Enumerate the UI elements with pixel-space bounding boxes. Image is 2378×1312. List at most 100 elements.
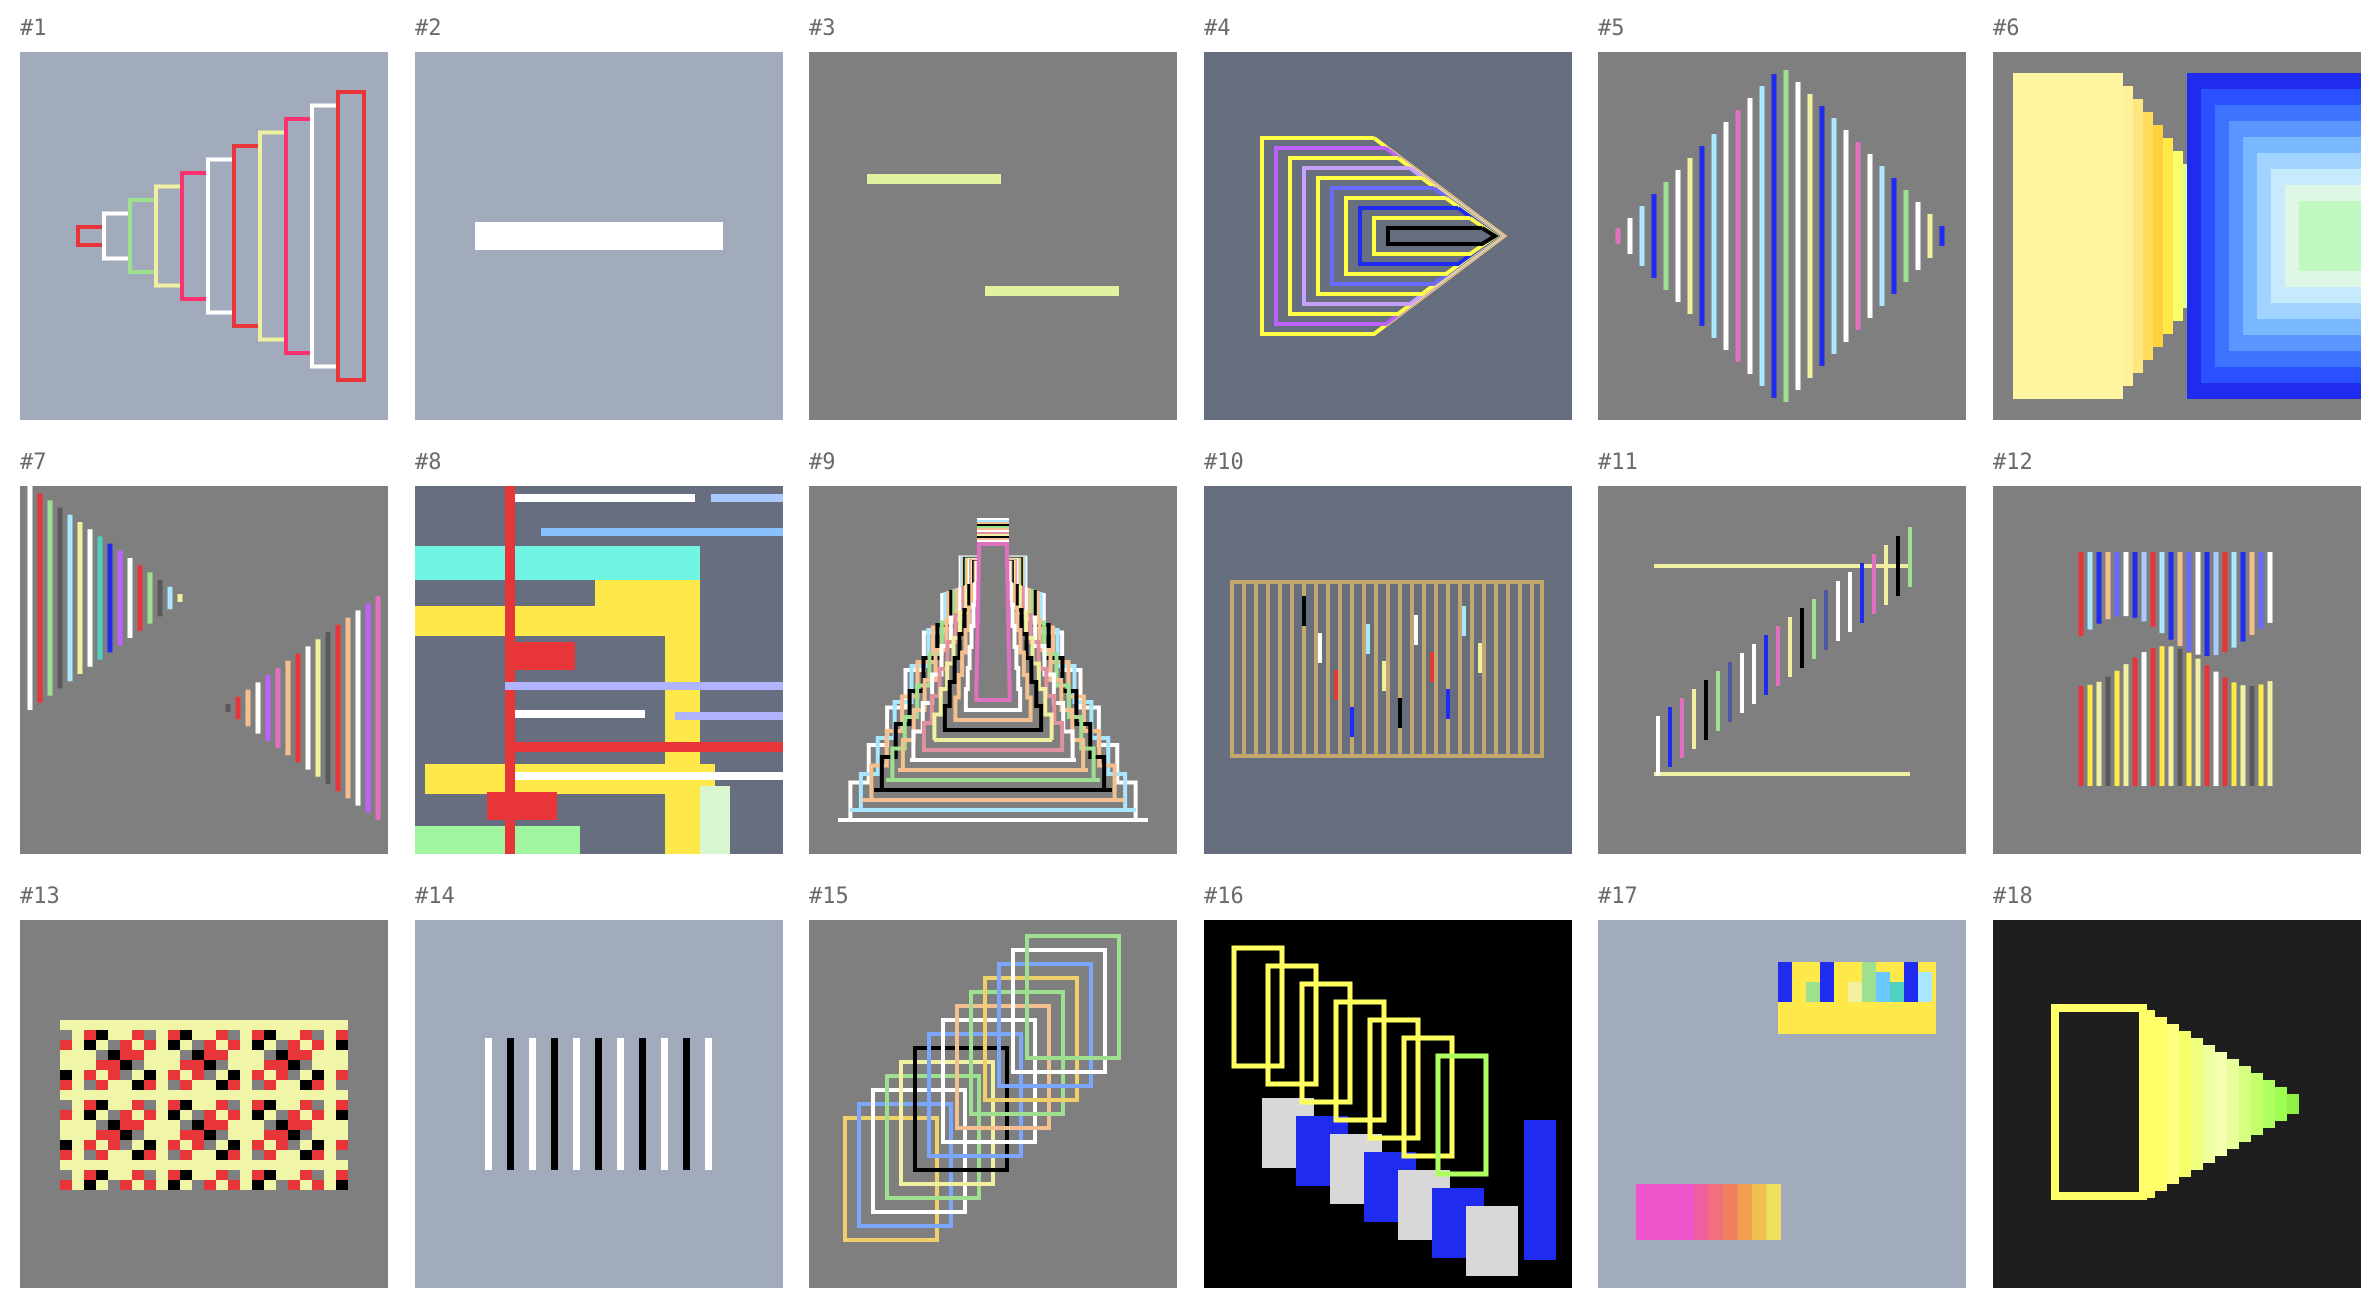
noise-cell — [144, 1100, 156, 1110]
gradient-step — [2013, 73, 2123, 399]
noise-cell — [276, 1180, 288, 1190]
noise-cell — [276, 1060, 288, 1070]
noise-cell — [144, 1040, 156, 1050]
arrow-step — [2179, 1031, 2191, 1177]
noise-cell — [312, 1070, 324, 1080]
noise-cell — [312, 1020, 324, 1030]
noise-cell — [108, 1120, 120, 1130]
noise-cell — [276, 1030, 288, 1040]
noise-cell — [240, 1050, 252, 1060]
noise-cell — [168, 1080, 180, 1090]
noise-cell — [324, 1080, 336, 1090]
noise-cell — [108, 1090, 120, 1100]
noise-cell — [192, 1050, 204, 1060]
cascade-frame — [1265, 963, 1319, 1087]
noise-cell — [300, 1050, 312, 1060]
puzzle-cell: #9 — [809, 452, 1177, 854]
noise-cell — [120, 1180, 132, 1190]
noise-cell — [144, 1180, 156, 1190]
noise-cell — [120, 1160, 132, 1170]
noise-cell — [120, 1030, 132, 1040]
noise-cell — [192, 1150, 204, 1160]
noise-cell — [84, 1130, 96, 1140]
noise-cell — [252, 1050, 264, 1060]
noise-cell — [108, 1130, 120, 1140]
puzzle-tile — [1993, 52, 2361, 420]
noise-cell — [240, 1080, 252, 1090]
noise-cell — [132, 1110, 144, 1120]
gradient-step — [2299, 201, 2361, 271]
noise-cell — [288, 1110, 300, 1120]
noise-cell — [312, 1170, 324, 1180]
puzzle-tile — [1204, 52, 1572, 420]
noise-cell — [240, 1090, 252, 1100]
noise-cell — [96, 1140, 108, 1150]
noise-cell — [60, 1040, 72, 1050]
arrow-step — [2251, 1073, 2263, 1135]
stripe — [551, 1038, 558, 1170]
noise-cell — [228, 1130, 240, 1140]
noise-cell — [216, 1020, 228, 1030]
noise-cell — [252, 1160, 264, 1170]
noise-cell — [216, 1060, 228, 1070]
offset-square — [927, 1032, 1023, 1158]
noise-cell — [132, 1140, 144, 1150]
lime-bar — [985, 286, 1119, 296]
offset-square — [997, 962, 1093, 1088]
noise-cell — [312, 1110, 324, 1120]
noise-cell — [192, 1060, 204, 1070]
noise-cell — [156, 1100, 168, 1110]
noise-cell — [168, 1050, 180, 1060]
pyramid-outline — [838, 518, 1148, 822]
noise-cell — [180, 1150, 192, 1160]
noise-cell — [240, 1100, 252, 1110]
noise-cell — [264, 1090, 276, 1100]
noise-cell — [204, 1150, 216, 1160]
noise-cell — [288, 1020, 300, 1030]
tile-graphic — [485, 1038, 712, 1170]
arrow-outline — [1372, 216, 1500, 256]
grad-cell — [1876, 972, 1890, 1002]
puzzle-tile — [1204, 920, 1572, 1288]
noise-cell — [288, 1080, 300, 1090]
cascade-frame — [1333, 999, 1387, 1123]
noise-cell — [240, 1070, 252, 1080]
noise-cell — [252, 1090, 264, 1100]
noise-cell — [60, 1160, 72, 1170]
noise-cell — [60, 1070, 72, 1080]
noise-cell — [252, 1070, 264, 1080]
puzzle-tile — [1598, 486, 1966, 854]
nested-rect — [258, 130, 288, 342]
block — [595, 580, 700, 606]
noise-cell — [300, 1170, 312, 1180]
noise-cell — [180, 1050, 192, 1060]
noise-cell — [84, 1020, 96, 1030]
noise-cell — [312, 1180, 324, 1190]
noise-cell — [240, 1120, 252, 1130]
puzzle-tile — [20, 52, 388, 420]
noise-cell — [132, 1080, 144, 1090]
puzzle-cell: #14 — [415, 886, 783, 1288]
noise-cell — [324, 1020, 336, 1030]
noise-cell — [108, 1160, 120, 1170]
noise-cell — [276, 1100, 288, 1110]
noise-cell — [180, 1110, 192, 1120]
bar — [541, 528, 783, 536]
noise-cell — [96, 1090, 108, 1100]
noise-cell — [156, 1110, 168, 1120]
noise-cell — [288, 1160, 300, 1170]
noise-cell — [120, 1100, 132, 1110]
noise-cell — [216, 1050, 228, 1060]
arrow-step — [2239, 1066, 2251, 1142]
noise-cell — [312, 1140, 324, 1150]
noise-cell — [264, 1070, 276, 1080]
noise-cell — [72, 1110, 84, 1120]
noise-cell — [72, 1030, 84, 1040]
noise-cell — [144, 1050, 156, 1060]
grad-cell — [1679, 1184, 1694, 1240]
noise-cell — [60, 1050, 72, 1060]
noise-cell — [168, 1130, 180, 1140]
tile-label: #12 — [1993, 450, 2033, 475]
noise-cell — [132, 1120, 144, 1130]
